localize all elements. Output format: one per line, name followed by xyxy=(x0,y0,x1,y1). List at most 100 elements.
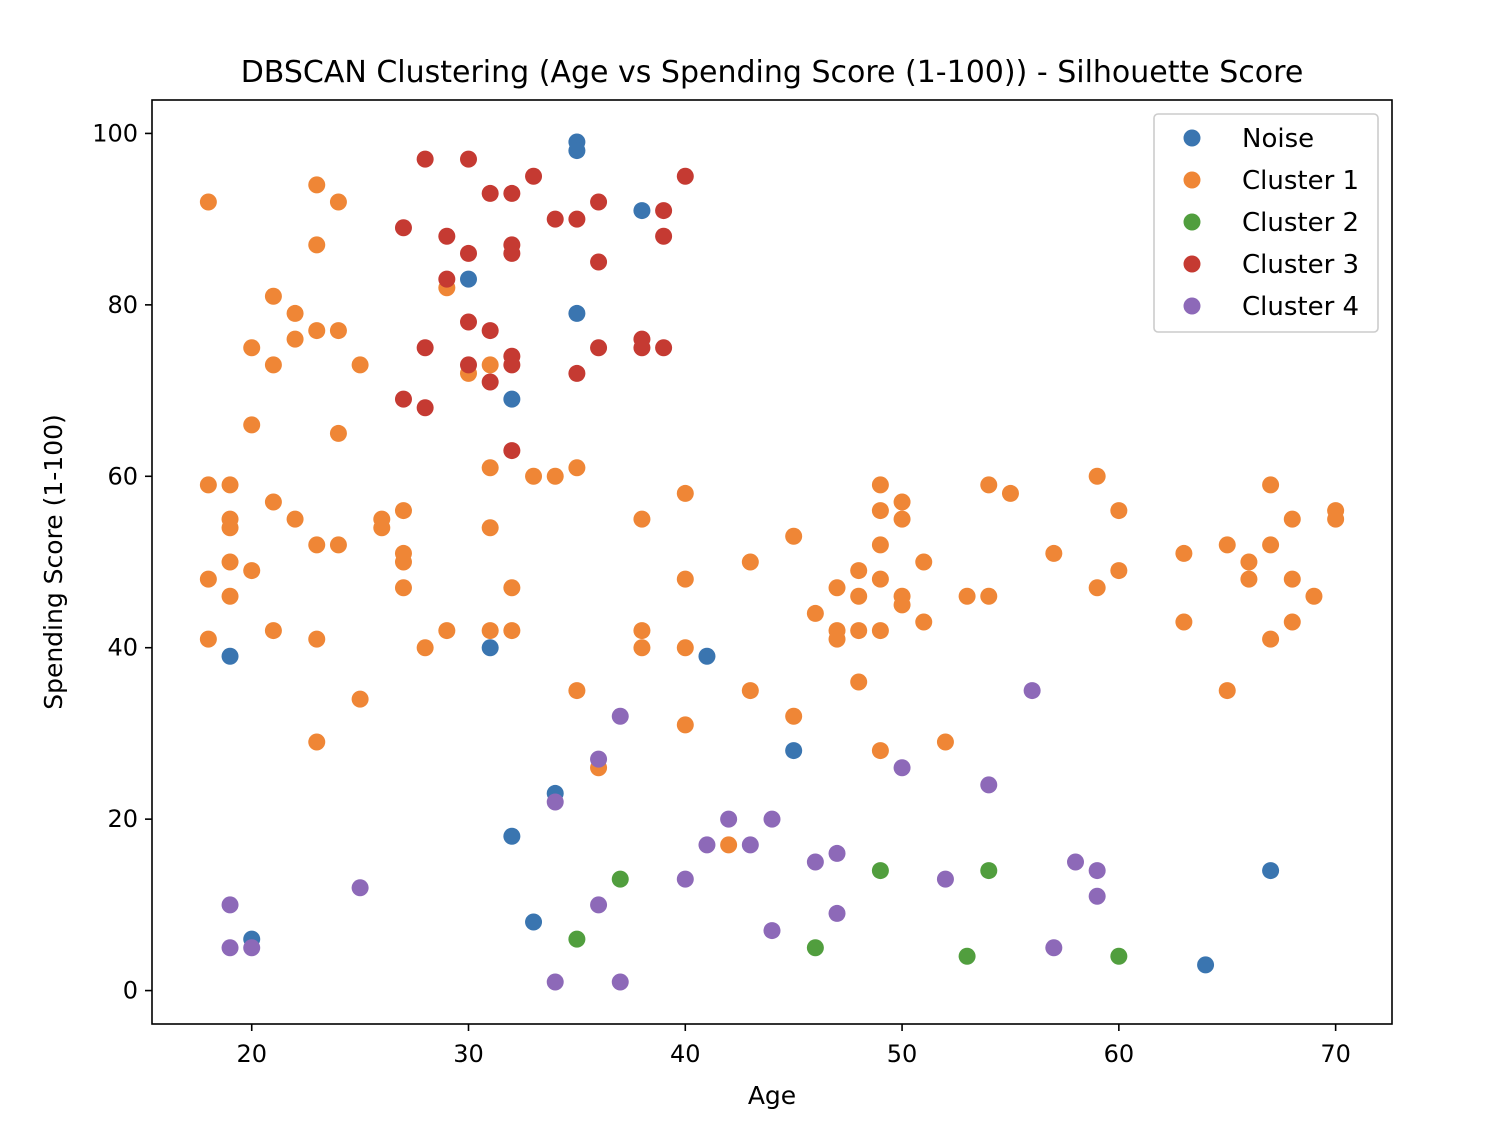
data-point xyxy=(1240,553,1258,571)
data-point xyxy=(308,176,326,194)
data-point xyxy=(915,613,933,631)
data-point xyxy=(308,536,326,554)
data-point xyxy=(199,193,217,211)
data-point xyxy=(1175,613,1193,631)
data-point xyxy=(460,150,477,168)
data-point xyxy=(243,939,261,957)
legend-marker xyxy=(1183,171,1201,189)
data-point xyxy=(676,870,694,888)
data-point xyxy=(850,622,868,640)
data-point xyxy=(264,356,282,374)
data-point xyxy=(1262,862,1280,880)
plot-frame xyxy=(151,99,1393,1025)
x-tick-label: 50 xyxy=(887,1040,918,1068)
data-point xyxy=(286,304,304,322)
data-point xyxy=(1088,579,1106,597)
data-point xyxy=(351,879,369,897)
data-point xyxy=(481,184,499,202)
data-point xyxy=(503,390,521,408)
data-point xyxy=(676,484,694,502)
data-point xyxy=(394,579,412,597)
data-point xyxy=(416,639,434,657)
legend-marker xyxy=(1183,213,1201,231)
data-point xyxy=(286,330,304,348)
series-cluster-3 xyxy=(394,150,694,460)
data-point xyxy=(286,510,304,528)
data-point xyxy=(1218,536,1236,554)
data-point xyxy=(308,322,326,340)
data-point xyxy=(1283,613,1301,631)
legend-marker xyxy=(1183,297,1201,315)
data-point xyxy=(394,553,412,571)
data-point xyxy=(503,622,521,640)
data-point xyxy=(329,193,347,211)
data-point xyxy=(329,424,347,442)
data-point xyxy=(1283,510,1301,528)
data-point xyxy=(264,493,282,511)
legend-marker xyxy=(1183,129,1201,147)
data-point xyxy=(481,459,499,477)
data-point xyxy=(308,630,326,648)
data-point xyxy=(828,844,846,862)
data-point xyxy=(893,510,911,528)
data-point xyxy=(546,793,564,811)
data-point xyxy=(221,647,239,665)
data-point xyxy=(221,519,239,537)
data-point xyxy=(1283,570,1301,588)
data-point xyxy=(806,604,824,622)
data-point xyxy=(828,579,846,597)
data-point xyxy=(503,356,521,374)
y-tick-label: 60 xyxy=(107,462,138,490)
data-point xyxy=(633,339,651,357)
data-point xyxy=(893,759,911,777)
data-point xyxy=(590,750,608,768)
ticks-layer: 20 30 40 50 60 70 0 20 40 60 80 100 xyxy=(92,119,1351,1068)
data-point xyxy=(611,973,629,991)
data-point xyxy=(546,210,564,228)
data-point xyxy=(763,810,781,828)
data-point xyxy=(1110,502,1128,520)
data-point xyxy=(481,356,499,374)
data-point xyxy=(720,810,738,828)
data-point xyxy=(1240,570,1258,588)
data-point xyxy=(1045,544,1063,562)
legend: Noise Cluster 1 Cluster 2 Cluster 3 Cluster … xyxy=(1153,113,1379,333)
data-point xyxy=(1045,939,1063,957)
data-point xyxy=(438,622,456,640)
data-point xyxy=(568,210,586,228)
data-point xyxy=(785,707,803,725)
data-point xyxy=(741,836,759,854)
data-point xyxy=(1327,510,1345,528)
data-point xyxy=(655,227,673,245)
data-point xyxy=(958,947,976,965)
data-point xyxy=(264,622,282,640)
data-point xyxy=(806,939,824,957)
data-point xyxy=(611,870,629,888)
data-point xyxy=(893,493,911,511)
data-point xyxy=(416,399,434,417)
data-point xyxy=(394,390,412,408)
data-point xyxy=(850,673,868,691)
data-point xyxy=(221,939,239,957)
data-point xyxy=(264,287,282,305)
data-point xyxy=(590,896,608,914)
x-tick-label: 40 xyxy=(670,1040,701,1068)
data-point xyxy=(243,416,261,434)
data-point xyxy=(633,639,651,657)
data-point xyxy=(828,630,846,648)
data-point xyxy=(1023,682,1041,700)
data-point xyxy=(221,896,239,914)
data-point xyxy=(871,476,889,494)
data-point xyxy=(698,647,716,665)
data-point xyxy=(741,682,759,700)
data-point xyxy=(741,553,759,571)
data-point xyxy=(1001,484,1019,502)
data-point xyxy=(481,639,499,657)
data-point xyxy=(676,167,694,185)
data-point xyxy=(633,622,651,640)
data-point xyxy=(655,339,673,357)
data-point xyxy=(221,476,239,494)
data-point xyxy=(416,150,434,168)
data-point xyxy=(871,570,889,588)
data-point xyxy=(1110,562,1128,580)
